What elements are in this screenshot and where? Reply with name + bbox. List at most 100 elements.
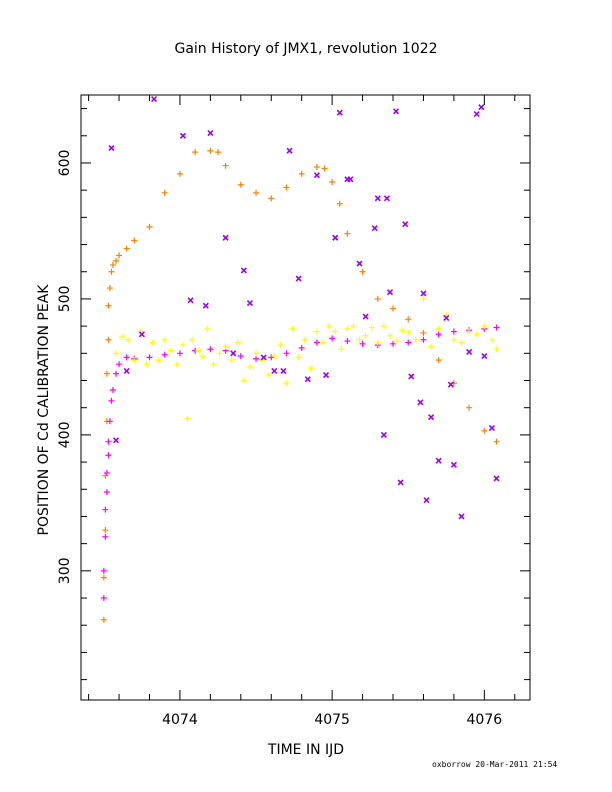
data-point [268, 354, 275, 361]
data-point [113, 257, 120, 264]
data-point [473, 331, 480, 338]
data-point [493, 324, 500, 331]
data-point [420, 295, 427, 302]
data-point [146, 223, 153, 230]
data-point [271, 353, 278, 360]
data-point [179, 132, 187, 139]
y-axis-label: POSITION OF Cd CALIBRATION PEAK [36, 284, 52, 536]
data-point [253, 350, 260, 357]
footer-credit: oxborrow 20-Mar-2011 21:54 [432, 760, 558, 769]
data-point [222, 234, 229, 241]
data-point [362, 313, 369, 320]
data-point [488, 425, 496, 432]
data-point [260, 354, 267, 361]
data-point [417, 399, 424, 406]
data-point [100, 595, 107, 602]
data-point [100, 616, 107, 623]
data-point [108, 397, 115, 404]
data-point [359, 268, 366, 275]
data-point [374, 195, 381, 202]
data-point [320, 339, 327, 346]
data-point [103, 488, 110, 495]
data-point [481, 352, 488, 360]
data-point [113, 350, 120, 357]
data-point [374, 339, 381, 346]
data-point [466, 328, 473, 335]
data-point [420, 329, 427, 336]
data-point [301, 336, 308, 343]
data-point [113, 370, 120, 377]
data-point [405, 339, 412, 346]
data-point [380, 431, 387, 438]
data-point [105, 452, 112, 459]
data-point [356, 336, 363, 343]
data-point [313, 172, 320, 179]
data-point [336, 109, 343, 116]
data-point [344, 325, 351, 332]
data-point [125, 336, 132, 343]
data-point [204, 325, 211, 332]
data-point [402, 221, 409, 228]
data-point [268, 195, 275, 202]
data-point [150, 96, 158, 103]
data-point [329, 335, 336, 342]
data-point [105, 438, 112, 445]
plot-frame [80, 94, 531, 701]
data-point [207, 346, 214, 353]
y-tick-label: 600 [57, 150, 73, 177]
data-point [199, 353, 206, 360]
data-point [350, 323, 357, 330]
data-point [428, 414, 435, 421]
data-point [420, 336, 427, 343]
data-point [146, 354, 153, 361]
data-point [405, 329, 412, 336]
data-point [277, 342, 284, 349]
data-point [108, 144, 115, 152]
data-point [435, 357, 442, 364]
data-point [102, 527, 109, 534]
data-point [298, 170, 305, 177]
data-point [131, 237, 138, 244]
data-point [493, 438, 500, 445]
data-point [173, 361, 180, 368]
data-point [423, 497, 430, 504]
data-point [123, 245, 130, 252]
data-point [230, 350, 237, 357]
data-point [265, 372, 272, 379]
data-point [253, 355, 260, 362]
data-marks [100, 96, 500, 623]
data-point [488, 336, 495, 343]
data-point [383, 195, 390, 202]
data-point [466, 348, 473, 356]
x-tick-label: 4076 [467, 712, 503, 728]
data-point [298, 344, 305, 351]
data-point [466, 404, 473, 411]
data-point [240, 267, 247, 274]
data-point [119, 334, 126, 340]
y-tick-label: 400 [57, 422, 73, 449]
data-point [481, 323, 488, 330]
data-point [112, 437, 120, 444]
data-point [280, 367, 287, 375]
data-point [493, 346, 500, 353]
data-point [103, 469, 110, 476]
data-point [380, 323, 387, 330]
data-point [123, 354, 130, 361]
data-point [313, 339, 320, 346]
data-point [161, 189, 168, 196]
data-point [283, 350, 290, 357]
data-point [187, 297, 194, 304]
data-point [216, 350, 223, 357]
data-point [478, 104, 485, 111]
data-point [313, 328, 320, 335]
data-point [295, 275, 302, 282]
data-point [105, 302, 112, 309]
data-point [435, 331, 442, 338]
data-point [131, 357, 138, 364]
data-point [405, 316, 412, 323]
data-point [473, 110, 480, 118]
data-point [332, 234, 339, 241]
data-point [155, 357, 162, 364]
data-point [322, 372, 330, 379]
data-point [108, 268, 115, 275]
